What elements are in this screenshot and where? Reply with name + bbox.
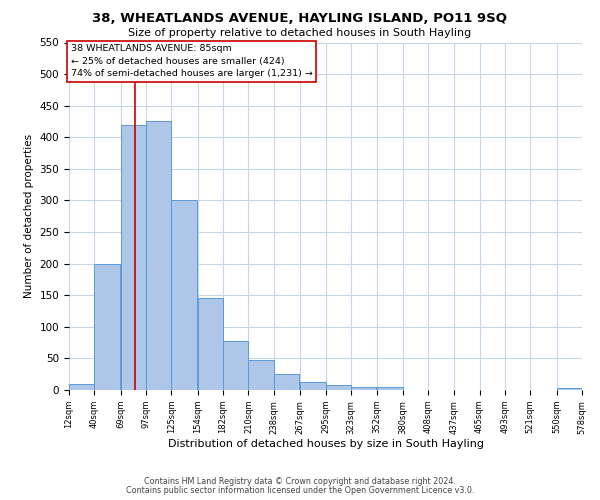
Text: Size of property relative to detached houses in South Hayling: Size of property relative to detached ho…	[128, 28, 472, 38]
Bar	[69, 384, 94, 390]
X-axis label: Distribution of detached houses by size in South Hayling: Distribution of detached houses by size …	[167, 439, 484, 449]
Bar	[351, 387, 376, 390]
Bar	[172, 200, 197, 390]
Y-axis label: Number of detached properties: Number of detached properties	[24, 134, 34, 298]
Bar	[198, 298, 223, 390]
Bar	[557, 388, 582, 390]
Bar	[248, 360, 274, 390]
Bar	[94, 264, 120, 390]
Bar	[146, 122, 172, 390]
Text: 38, WHEATLANDS AVENUE, HAYLING ISLAND, PO11 9SQ: 38, WHEATLANDS AVENUE, HAYLING ISLAND, P…	[92, 12, 508, 26]
Bar	[377, 387, 403, 390]
Text: Contains public sector information licensed under the Open Government Licence v3: Contains public sector information licen…	[126, 486, 474, 495]
Bar	[223, 340, 248, 390]
Bar	[325, 385, 351, 390]
Bar	[121, 124, 146, 390]
Text: 38 WHEATLANDS AVENUE: 85sqm
← 25% of detached houses are smaller (424)
74% of se: 38 WHEATLANDS AVENUE: 85sqm ← 25% of det…	[71, 44, 313, 78]
Text: Contains HM Land Registry data © Crown copyright and database right 2024.: Contains HM Land Registry data © Crown c…	[144, 477, 456, 486]
Bar	[300, 382, 325, 390]
Bar	[274, 374, 299, 390]
